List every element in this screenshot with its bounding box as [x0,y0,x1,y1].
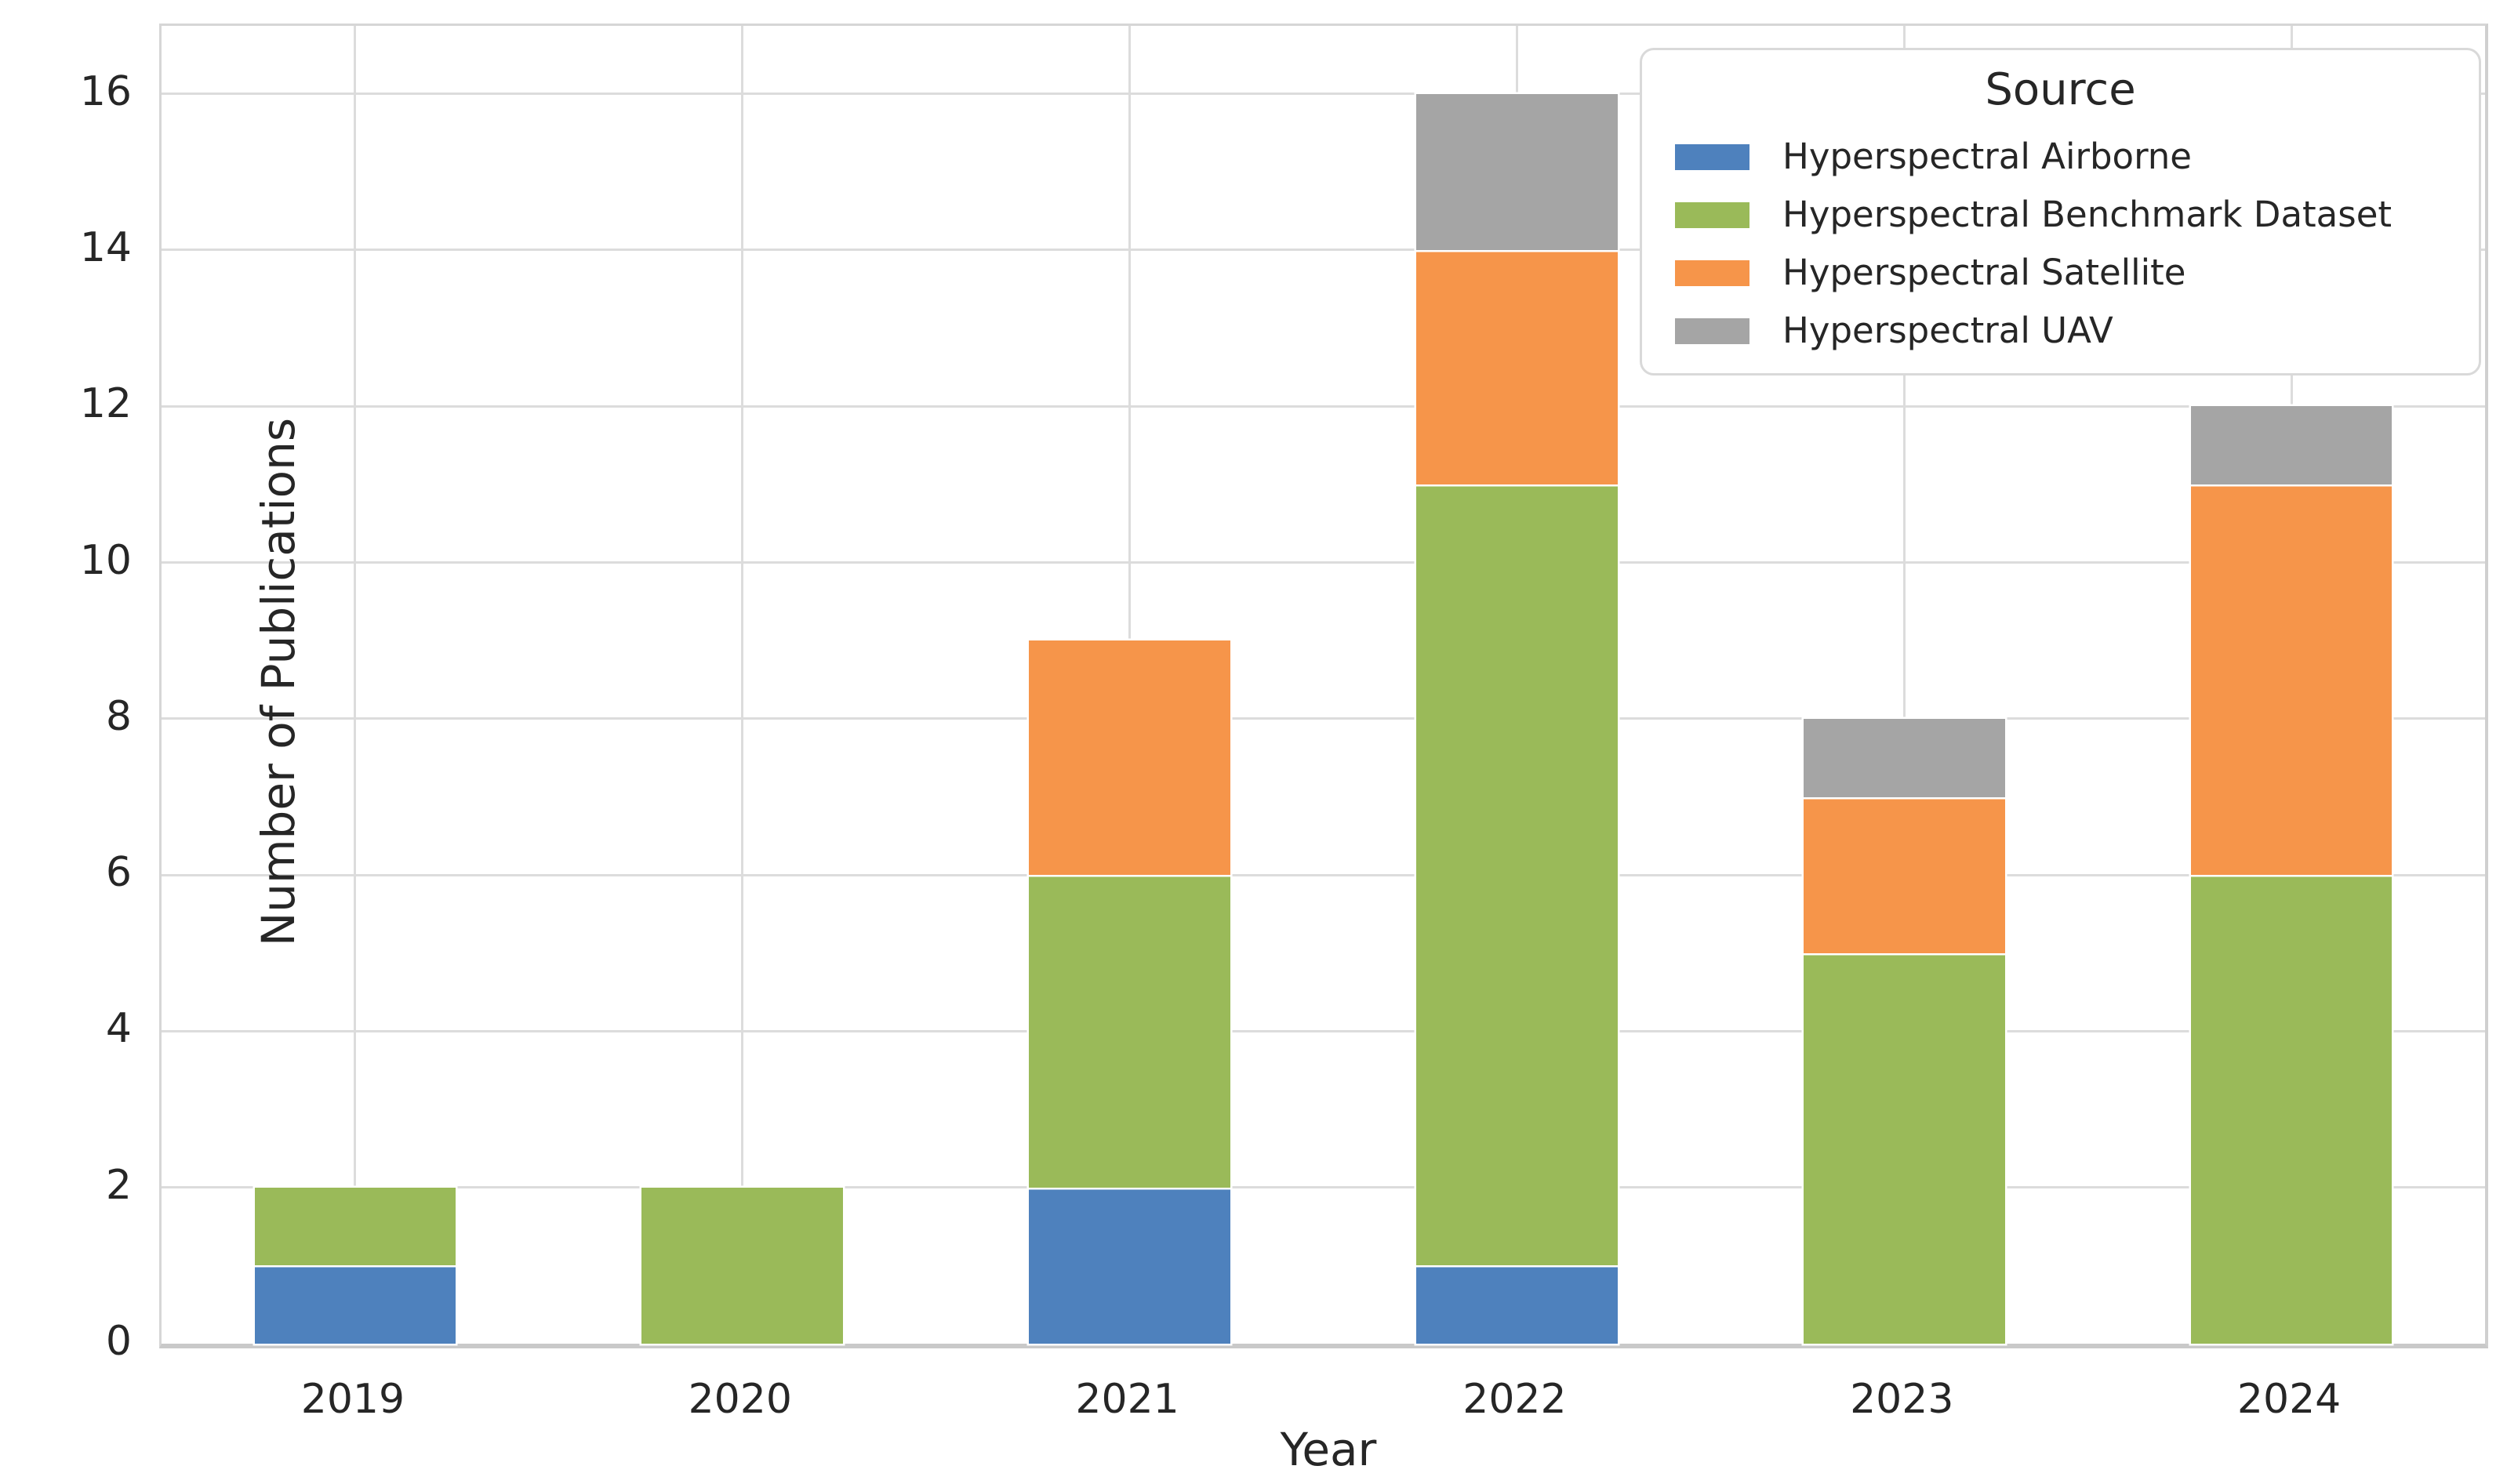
y-tick-label: 16 [79,67,132,115]
bar-segment [2190,484,2393,876]
legend-item: Hyperspectral UAV [1675,312,2446,350]
legend-swatch [1675,259,1749,286]
x-axis-label: Year [1280,1423,1377,1476]
bar-segment [1803,796,2005,953]
x-tick-label: 2023 [1850,1376,1954,1423]
legend-label: Hyperspectral UAV [1782,310,2113,351]
bar-segment [2190,406,2393,484]
legend-item: Hyperspectral Benchmark Dataset [1675,196,2446,234]
x-tick-label: 2022 [1462,1376,1567,1423]
bar-segment [1803,718,2005,797]
gridline-horizontal [162,717,2485,720]
y-tick-label: 4 [105,1005,132,1053]
legend-label: Hyperspectral Benchmark Dataset [1782,194,2393,235]
bar-segment [254,1265,456,1344]
gridline-vertical [354,26,357,1344]
legend-title: Source [1985,64,2136,115]
y-tick-label: 8 [105,692,132,740]
gridline-horizontal [162,93,2485,96]
legend-item: Hyperspectral Satellite [1675,254,2446,292]
bar-segment [254,1187,456,1266]
bar-segment [1029,875,1230,1188]
gridline-vertical [1902,26,1906,1344]
legend-label: Hyperspectral Airborne [1782,136,2192,177]
bar-segment [1416,250,1618,484]
y-axis-label: Number of Publications [252,417,306,947]
gridline-horizontal [162,561,2485,564]
legend-label: Hyperspectral Satellite [1782,252,2186,293]
gridline-horizontal [162,1029,2485,1032]
y-tick-label: 6 [105,849,132,897]
y-tick-label: 2 [105,1161,132,1209]
y-tick-label: 10 [79,536,132,584]
bar-segment [2190,875,2393,1344]
bar-segment [1029,640,1230,876]
bar-segment [1416,484,1618,1266]
bar-segment [1803,952,2005,1344]
bar-segment [1416,1265,1618,1344]
y-tick-label: 0 [105,1318,132,1365]
legend-items: Hyperspectral Airborne Hyperspectral Benc… [1675,138,2446,350]
gridline-horizontal [162,873,2485,876]
x-tick-label: 2021 [1075,1376,1179,1423]
x-tick-label: 2020 [688,1376,792,1423]
y-tick-label: 14 [79,223,132,271]
legend: Source Hyperspectral Airborne Hyperspectr… [1640,48,2481,376]
gridline-horizontal [162,405,2485,408]
bar-segment [1416,93,1618,250]
legend-swatch [1675,201,1749,228]
x-tick-label: 2024 [2236,1376,2342,1423]
legend-swatch [1675,143,1749,170]
gridline-horizontal [162,1186,2485,1189]
x-tick-label: 2019 [300,1376,405,1423]
gridline-vertical [741,26,744,1344]
bar-segment [641,1187,844,1344]
legend-swatch [1675,317,1749,344]
legend-item: Hyperspectral Airborne [1675,138,2446,176]
gridline-horizontal [162,249,2485,252]
bar-segment [1029,1187,1230,1344]
y-tick-label: 12 [79,380,132,428]
